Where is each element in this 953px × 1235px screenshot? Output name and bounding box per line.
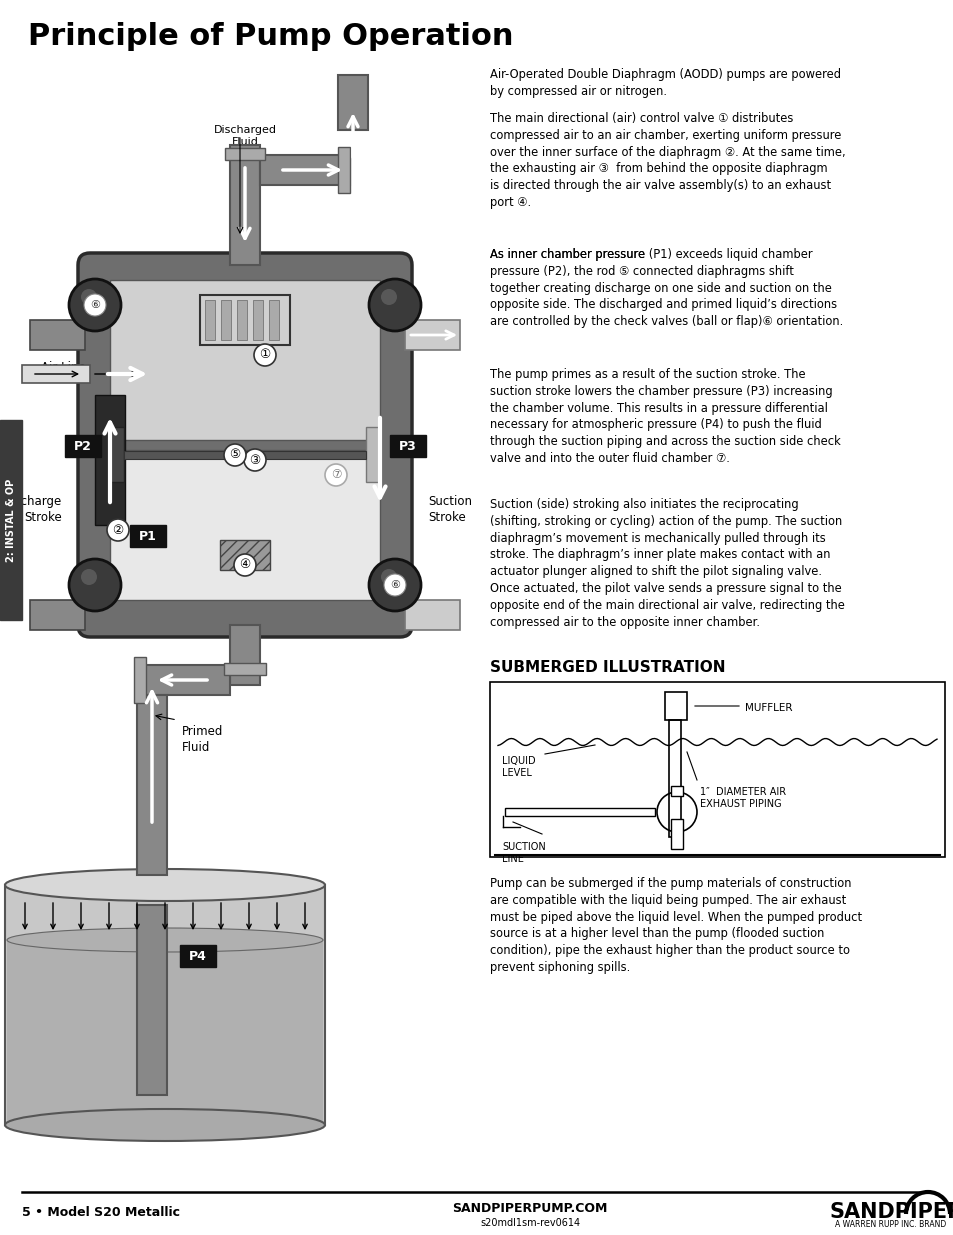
Text: ②: ② bbox=[112, 524, 124, 536]
Bar bbox=[205, 300, 214, 340]
Circle shape bbox=[380, 569, 396, 585]
Bar bbox=[405, 320, 459, 350]
Text: ⑥: ⑥ bbox=[390, 580, 399, 590]
Circle shape bbox=[369, 279, 420, 331]
Text: ⑤: ⑤ bbox=[229, 448, 240, 462]
Bar bbox=[124, 451, 366, 459]
Circle shape bbox=[69, 279, 121, 331]
Text: SANDPIPER®: SANDPIPER® bbox=[829, 1202, 953, 1221]
Circle shape bbox=[81, 289, 97, 305]
Text: 5 • Model S20 Metallic: 5 • Model S20 Metallic bbox=[22, 1207, 180, 1219]
Bar bbox=[130, 525, 166, 547]
Bar bbox=[65, 435, 101, 457]
Circle shape bbox=[224, 445, 246, 466]
Bar bbox=[664, 692, 686, 720]
Bar bbox=[7, 940, 323, 1123]
Bar bbox=[236, 300, 247, 340]
Text: ①: ① bbox=[259, 348, 271, 362]
Bar bbox=[670, 785, 682, 797]
Bar bbox=[504, 808, 655, 816]
Circle shape bbox=[380, 289, 396, 305]
Circle shape bbox=[107, 519, 129, 541]
Bar bbox=[260, 156, 350, 185]
Bar bbox=[137, 905, 167, 1095]
Bar bbox=[220, 540, 270, 571]
Text: 1″  DIAMETER AIR
EXHAUST PIPING: 1″ DIAMETER AIR EXHAUST PIPING bbox=[700, 787, 785, 809]
Ellipse shape bbox=[7, 927, 323, 952]
Bar bbox=[490, 682, 944, 857]
Text: MUFFLER: MUFFLER bbox=[744, 703, 792, 713]
Text: SUCTION
LINE: SUCTION LINE bbox=[501, 842, 545, 864]
Circle shape bbox=[244, 450, 266, 471]
Bar bbox=[133, 657, 146, 703]
FancyBboxPatch shape bbox=[78, 253, 412, 637]
Bar bbox=[337, 75, 368, 130]
Bar bbox=[0, 420, 22, 620]
Bar bbox=[225, 148, 265, 161]
Text: Principle of Pump Operation: Principle of Pump Operation bbox=[28, 22, 513, 51]
Text: SANDPIPERPUMP.COM: SANDPIPERPUMP.COM bbox=[452, 1202, 607, 1215]
Bar bbox=[390, 435, 426, 457]
Bar bbox=[110, 427, 124, 482]
Bar bbox=[180, 945, 215, 967]
Bar bbox=[137, 695, 167, 876]
Bar bbox=[221, 300, 231, 340]
Bar bbox=[22, 366, 90, 383]
Bar bbox=[110, 450, 379, 600]
Circle shape bbox=[369, 559, 420, 611]
Text: SUBMERGED ILLUSTRATION: SUBMERGED ILLUSTRATION bbox=[490, 659, 724, 676]
Bar bbox=[140, 664, 230, 695]
Bar bbox=[337, 147, 350, 193]
Circle shape bbox=[325, 464, 347, 487]
Ellipse shape bbox=[5, 1109, 325, 1141]
Text: P3: P3 bbox=[398, 440, 416, 452]
Circle shape bbox=[69, 559, 121, 611]
Bar bbox=[668, 720, 680, 837]
Text: Pump can be submerged if the pump materials of construction
are compatible with : Pump can be submerged if the pump materi… bbox=[490, 877, 862, 974]
Ellipse shape bbox=[5, 869, 325, 902]
Text: ④: ④ bbox=[239, 558, 251, 572]
Circle shape bbox=[84, 294, 106, 316]
Bar bbox=[230, 144, 260, 266]
Text: ⑦: ⑦ bbox=[331, 468, 341, 482]
Bar bbox=[30, 320, 85, 350]
Text: Discharged
Fluid: Discharged Fluid bbox=[213, 125, 276, 147]
Text: ⑥: ⑥ bbox=[90, 300, 100, 310]
Circle shape bbox=[384, 574, 406, 597]
Bar bbox=[253, 300, 263, 340]
Text: Air-Operated Double Diaphragm (AODD) pumps are powered
by compressed air or nitr: Air-Operated Double Diaphragm (AODD) pum… bbox=[490, 68, 841, 98]
Circle shape bbox=[233, 555, 255, 576]
Text: Air Line: Air Line bbox=[41, 361, 85, 374]
Bar bbox=[670, 819, 682, 848]
Text: As inner chamber pressure (P1) exceeds liquid chamber
pressure (P2), the rod ⑤ c: As inner chamber pressure (P1) exceeds l… bbox=[490, 248, 842, 329]
Circle shape bbox=[81, 569, 97, 585]
Text: The main directional (air) control valve ① distributes
compressed air to an air : The main directional (air) control valve… bbox=[490, 112, 844, 209]
Bar bbox=[224, 663, 266, 676]
Text: ③: ③ bbox=[249, 453, 260, 467]
Bar bbox=[230, 625, 260, 685]
Bar bbox=[5, 885, 325, 1125]
Bar bbox=[110, 280, 379, 440]
Circle shape bbox=[253, 345, 275, 366]
Text: As inner chamber pressure: As inner chamber pressure bbox=[490, 248, 648, 261]
Text: Suction
Stroke: Suction Stroke bbox=[428, 495, 472, 524]
Text: Discharge
Stroke: Discharge Stroke bbox=[3, 495, 62, 524]
Bar bbox=[366, 427, 379, 482]
Bar bbox=[200, 295, 290, 345]
Bar bbox=[95, 395, 125, 525]
Text: The pump primes as a result of the suction stroke. The
suction stroke lowers the: The pump primes as a result of the sucti… bbox=[490, 368, 840, 466]
Text: Primed
Fluid: Primed Fluid bbox=[182, 725, 223, 755]
Text: P4: P4 bbox=[189, 950, 207, 962]
Text: LIQUID
LEVEL: LIQUID LEVEL bbox=[501, 756, 535, 778]
Bar bbox=[405, 600, 459, 630]
Text: 2: INSTAL & OP: 2: INSTAL & OP bbox=[6, 478, 16, 562]
Text: A WARREN RUPP INC. BRAND: A WARREN RUPP INC. BRAND bbox=[834, 1220, 945, 1229]
Text: Suction (side) stroking also initiates the reciprocating
(shifting, stroking or : Suction (side) stroking also initiates t… bbox=[490, 498, 844, 629]
Bar bbox=[269, 300, 278, 340]
Text: P1: P1 bbox=[139, 530, 157, 542]
Text: P2: P2 bbox=[74, 440, 91, 452]
Bar bbox=[30, 600, 85, 630]
Text: s20mdl1sm-rev0614: s20mdl1sm-rev0614 bbox=[479, 1218, 579, 1228]
